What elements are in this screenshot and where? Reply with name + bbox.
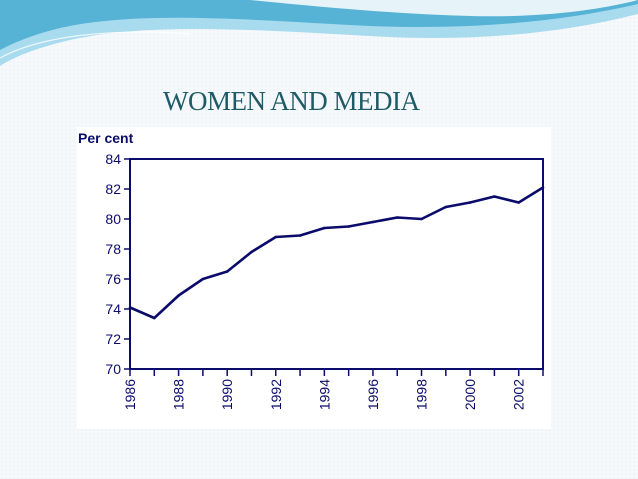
x-tick-label: 2000 [462,379,478,410]
y-tick-label: 70 [105,361,121,377]
data-point [444,205,448,209]
data-point [225,270,229,273]
y-tick-label: 80 [105,211,121,227]
data-point [468,201,472,204]
data-point [177,294,180,297]
data-point [298,234,302,237]
slide-title: WOMEN AND MEDIA [163,86,420,116]
plot-area-frame [129,158,544,370]
x-tick-label: 1990 [219,379,235,410]
y-axis-label: Per cent [78,130,134,146]
x-tick-label: 1998 [414,379,430,410]
data-point [250,250,253,254]
y-tick-label: 84 [105,151,121,167]
data-point [541,186,545,189]
x-tick-label: 1988 [171,379,187,410]
x-tick-label: 2002 [511,379,527,410]
data-point [152,316,156,320]
data-point [371,220,375,224]
data-point [493,195,496,198]
y-tick-label: 72 [105,331,121,347]
x-tick-label: 1994 [316,379,332,410]
data-point [517,201,521,204]
header-wave-decoration [0,0,638,66]
x-tick-label: 1992 [268,379,284,410]
series-line [129,186,544,320]
data-point [274,235,278,239]
y-tick-label: 74 [105,301,121,317]
data-point [395,216,399,219]
data-point [201,277,205,281]
y-tick-label: 78 [105,241,121,257]
x-tick-label: 1986 [122,379,138,410]
x-tick-label: 1996 [365,379,381,410]
data-point [323,226,326,230]
y-tick-label: 82 [105,181,121,197]
line-chart: 70 72 74 76 78 80 82 84 1986 1988 1990 1992 1994 1996… [105,151,545,410]
data-point [347,225,350,228]
y-tick-label: 76 [105,271,121,287]
data-point [128,306,132,309]
data-point [420,217,423,221]
chart-panel: 70 72 74 76 78 80 82 84 1986 1988 1990 1992 1994 1996… [77,127,551,429]
